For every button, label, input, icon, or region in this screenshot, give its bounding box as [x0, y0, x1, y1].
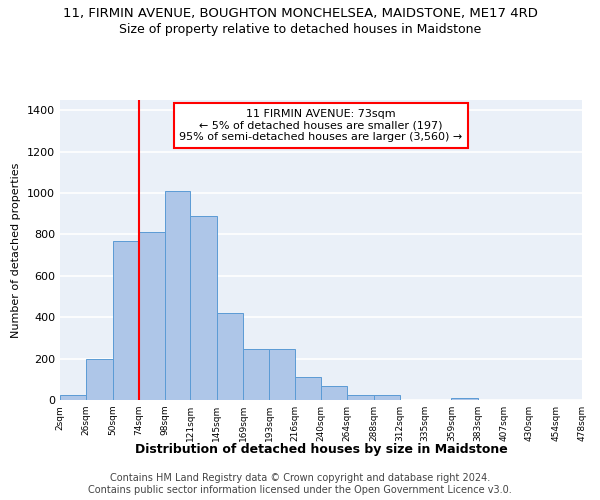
Bar [86, 358, 113, 400]
Bar [295, 377, 321, 400]
Text: Distribution of detached houses by size in Maidstone: Distribution of detached houses by size … [134, 442, 508, 456]
Bar [347, 395, 374, 400]
Bar [217, 313, 243, 400]
Bar [190, 216, 217, 400]
Y-axis label: Number of detached properties: Number of detached properties [11, 162, 22, 338]
Bar [113, 240, 139, 400]
Text: 11 FIRMIN AVENUE: 73sqm
← 5% of detached houses are smaller (197)
95% of semi-de: 11 FIRMIN AVENUE: 73sqm ← 5% of detached… [179, 109, 463, 142]
Bar [139, 232, 165, 400]
Bar [374, 395, 400, 400]
Bar [321, 386, 347, 400]
Bar [269, 350, 295, 400]
Text: 11, FIRMIN AVENUE, BOUGHTON MONCHELSEA, MAIDSTONE, ME17 4RD: 11, FIRMIN AVENUE, BOUGHTON MONCHELSEA, … [62, 8, 538, 20]
Bar [165, 191, 190, 400]
Bar [243, 350, 269, 400]
Text: Contains HM Land Registry data © Crown copyright and database right 2024.
Contai: Contains HM Land Registry data © Crown c… [88, 474, 512, 495]
Bar [60, 395, 86, 400]
Text: Size of property relative to detached houses in Maidstone: Size of property relative to detached ho… [119, 22, 481, 36]
Bar [451, 398, 478, 400]
